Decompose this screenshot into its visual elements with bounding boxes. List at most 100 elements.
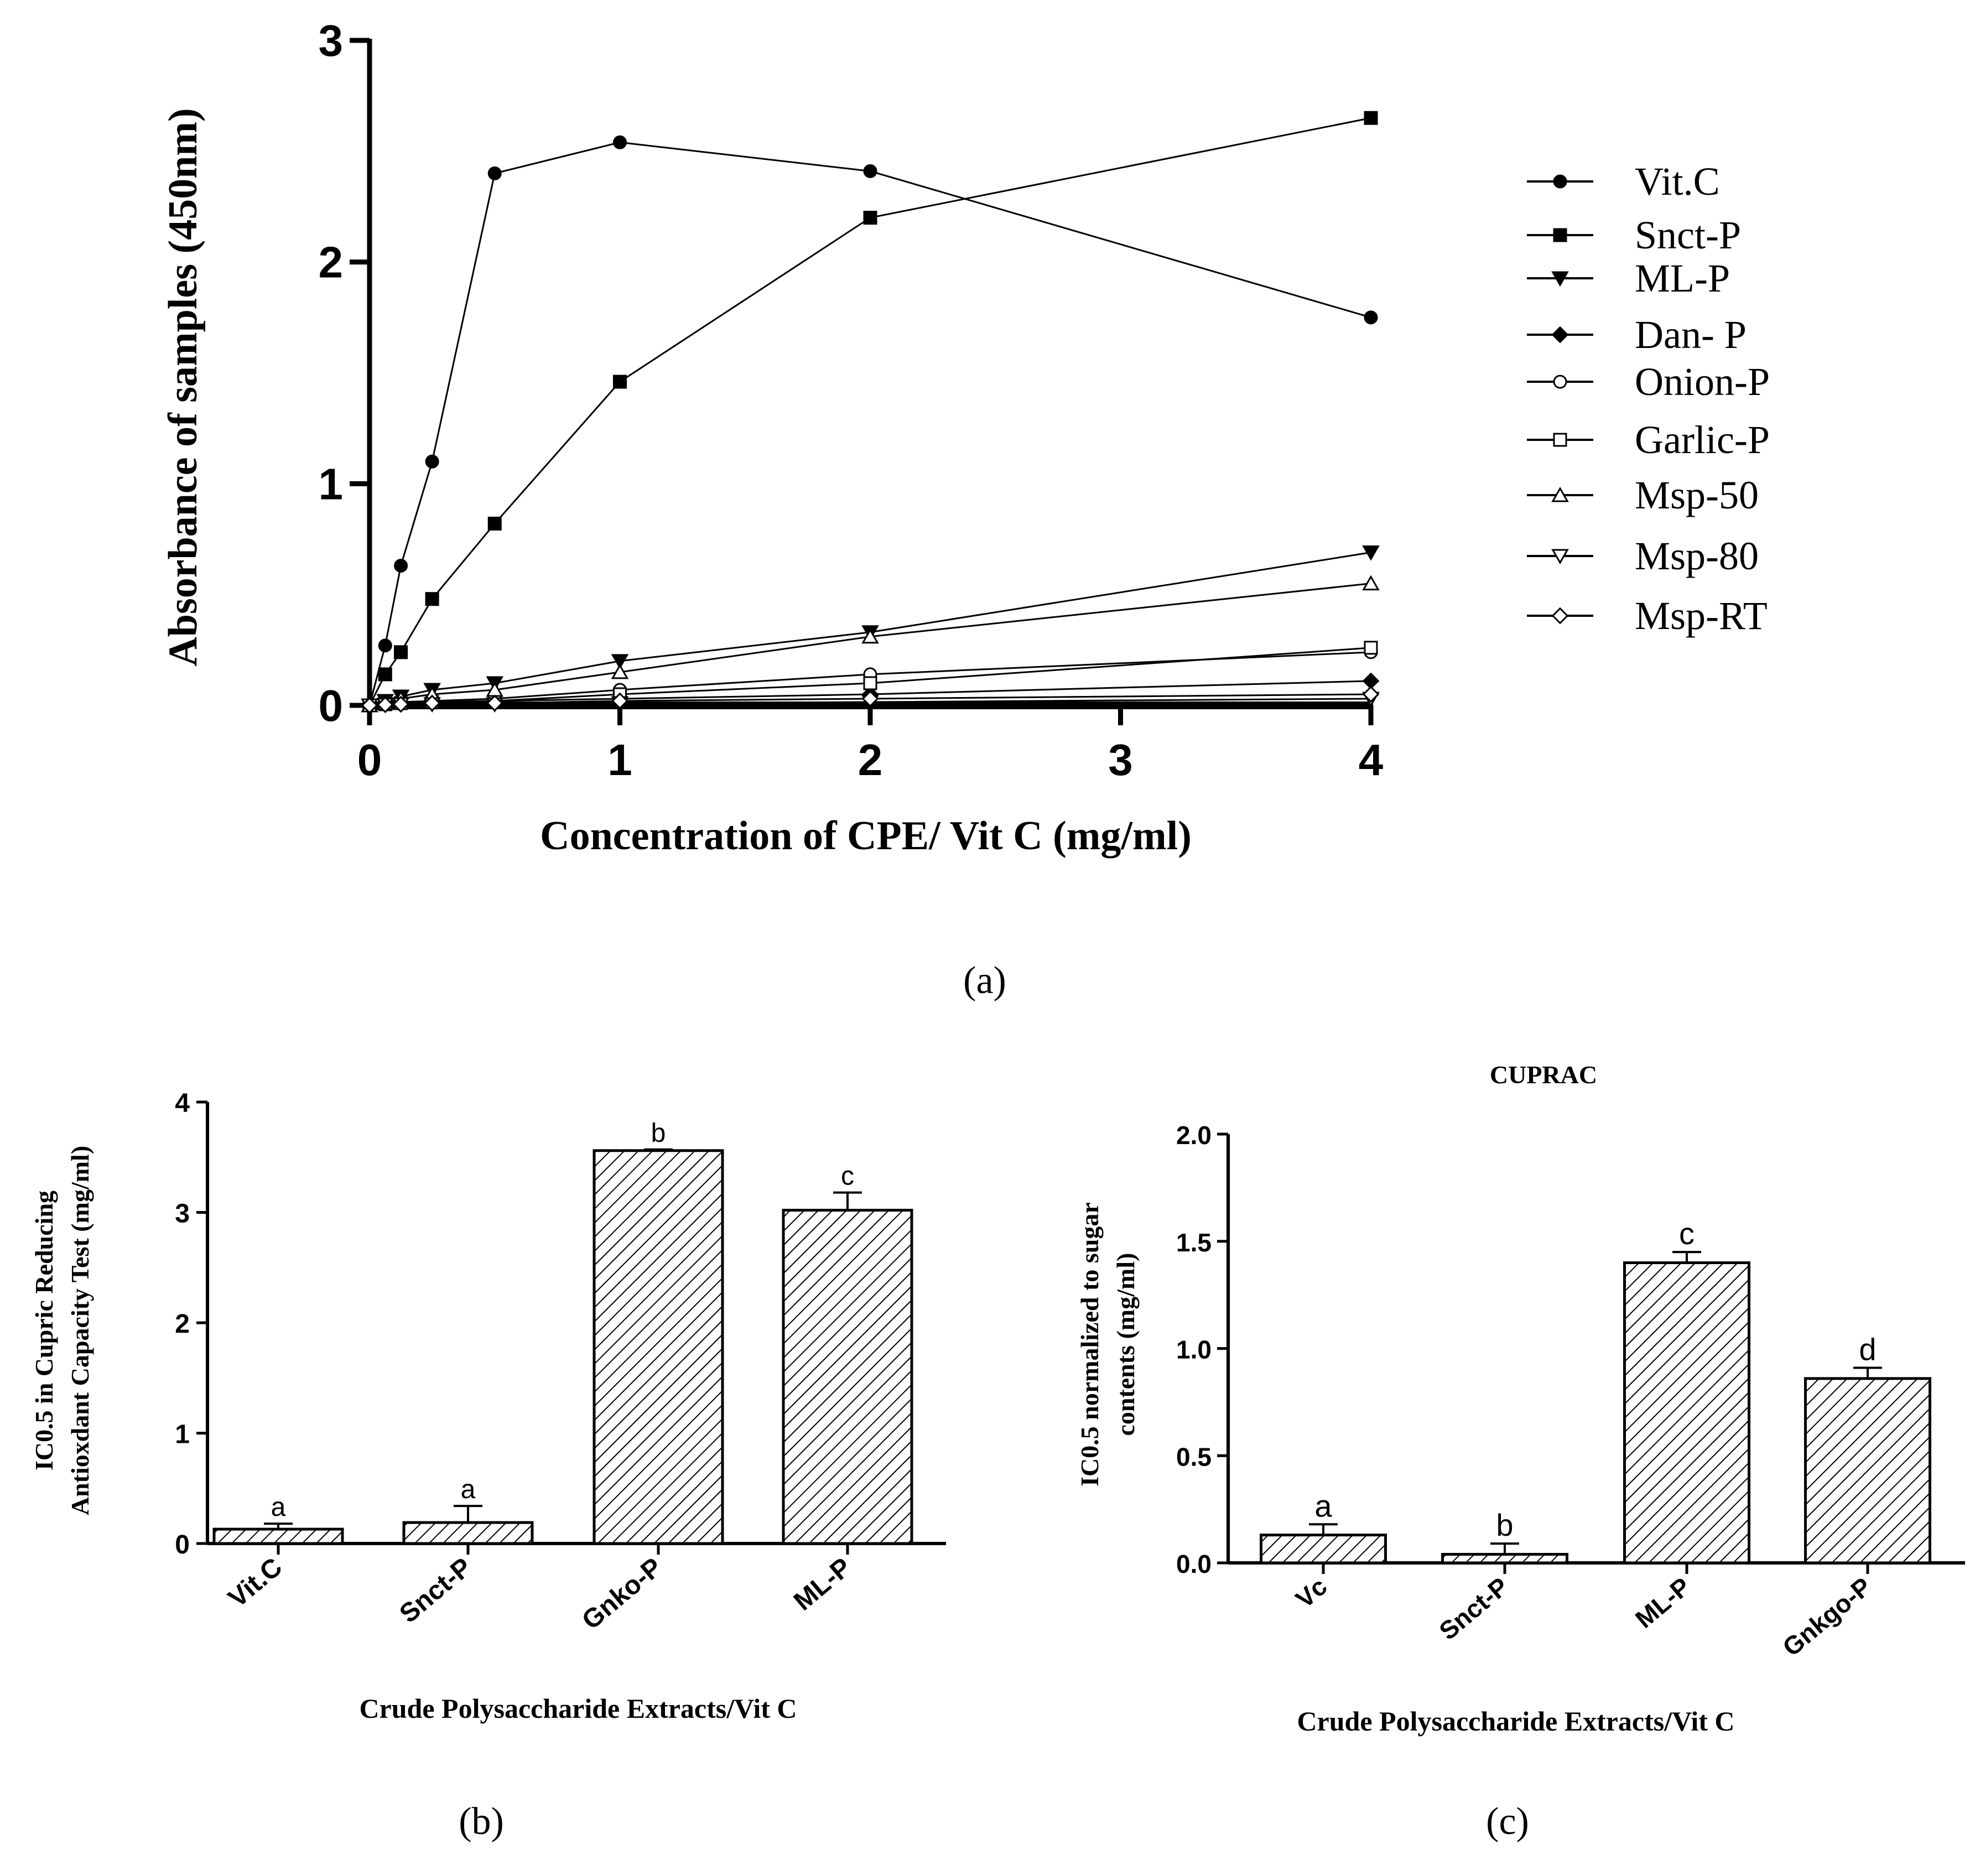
legend-label: Garlic-P	[1635, 418, 1770, 462]
panel-a-x-tick-label: 1	[607, 735, 632, 784]
panel-c-significance-letter: d	[1859, 1332, 1876, 1366]
panel-b-significance-letter: a	[461, 1475, 476, 1504]
panel-c-category-label: Gnkgo-P	[1777, 1572, 1877, 1662]
legend-label: Msp-50	[1635, 473, 1759, 517]
panel-b-bar	[212, 1527, 344, 1545]
panel-c-category-label: Vc	[1290, 1572, 1333, 1614]
legend-marker	[1551, 486, 1569, 502]
panel-b-label: (b)	[459, 1800, 504, 1843]
panel-a-y-axis-title: Absorbance of samples (450nm)	[160, 108, 206, 666]
legend-label: Vit.C	[1635, 159, 1720, 204]
panel-c-y-tick-label: 0.0	[1176, 1550, 1212, 1578]
panel-a-y-tick-label: 2	[319, 238, 344, 287]
legend-marker	[1551, 326, 1569, 344]
legend-marker	[1553, 174, 1567, 189]
panel-a-x-tick-label: 4	[1359, 735, 1384, 784]
data-point-vit.c	[613, 135, 627, 149]
data-point-snct-p	[378, 667, 392, 682]
legend-marker	[1553, 375, 1567, 389]
data-point-msp-rt	[376, 696, 394, 714]
panel-b-category-label: Snct-P	[394, 1552, 478, 1629]
legend-label: Onion-P	[1635, 360, 1770, 404]
panel-b-bar	[402, 1521, 534, 1545]
legend-marker	[1551, 271, 1569, 287]
panel-a-x-axis-title: Concentration of CPE/ Vit C (mg/ml)	[540, 813, 1192, 859]
panel-c-bar	[1804, 1377, 1931, 1565]
panel-b-significance-letter: b	[651, 1119, 666, 1148]
data-point-msp-50	[611, 663, 629, 679]
data-point-msp-rt	[423, 694, 441, 712]
panel-a-y-tick-label: 1	[319, 459, 344, 508]
data-point-snct-p	[394, 645, 408, 659]
legend-label: Dan- P	[1635, 313, 1747, 357]
panel-a-x-tick-label: 3	[1108, 735, 1133, 784]
panel-b-bar	[782, 1209, 913, 1545]
panel-c-bar	[1441, 1553, 1568, 1565]
panel-a-y-tick-label: 3	[319, 16, 344, 65]
series-line-snct-p	[368, 117, 1371, 706]
panel-b-y-tick-label: 0	[175, 1530, 190, 1560]
legend-marker	[1551, 607, 1569, 625]
panel-b-bar-chart: 0 1 2 3 4 a Vit.C a Snct-P b Gnko-P c ML-P Crude Pol…	[30, 1089, 946, 1843]
panel-b-category-label: Vit.C	[223, 1552, 288, 1613]
panel-c-bar-chart: CUPRAC 0.0 0.5 1.0 1.5 2.0 a Vc b Snct-P c ML-P d Gn…	[1075, 1061, 1965, 1843]
data-point-msp-rt	[1362, 685, 1380, 703]
panel-a-x-tick-label: 0	[357, 735, 382, 784]
panel-c-plot: 0.0 0.5 1.0 1.5 2.0 a Vc b Snct-P c ML-P d Gnkgo-P	[1176, 1121, 1965, 1662]
panel-a-y-tick-label: 0	[319, 681, 344, 730]
data-point-snct-p	[487, 516, 502, 531]
panel-c-title: CUPRAC	[1490, 1061, 1597, 1089]
legend-label: Msp-RT	[1635, 594, 1768, 638]
data-point-ml-p	[1362, 545, 1380, 561]
data-point-vit.c	[378, 638, 392, 653]
data-point-vit.c	[863, 164, 877, 178]
data-point-garlic-p	[863, 676, 877, 690]
panel-c-label: (c)	[1486, 1800, 1529, 1843]
data-point-msp-rt	[611, 692, 628, 710]
panel-b-y-tick-label: 2	[175, 1309, 190, 1339]
panel-c-category-label: Snct-P	[1433, 1572, 1514, 1645]
legend-marker	[1553, 228, 1567, 242]
panel-a-label: (a)	[963, 959, 1006, 1002]
panel-c-significance-letter: c	[1679, 1216, 1695, 1251]
data-point-vit.c	[1364, 310, 1378, 325]
panel-b-x-axis-title: Crude Polysaccharide Extracts/Vit C	[359, 1693, 797, 1724]
panel-c-y-tick-label: 1.5	[1176, 1228, 1212, 1257]
panel-c-x-axis-title: Crude Polysaccharide Extracts/Vit C	[1297, 1706, 1734, 1737]
panel-c-category-label: ML-P	[1630, 1572, 1696, 1634]
panel-b-plot: 0 1 2 3 4 a Vit.C a Snct-P b Gnko-P c ML-P	[175, 1089, 946, 1635]
data-point-snct-p	[613, 375, 627, 389]
panel-b-significance-letter: a	[271, 1493, 286, 1522]
data-point-msp-rt	[486, 694, 503, 712]
panel-c-y-tick-label: 2.0	[1176, 1121, 1212, 1150]
data-point-msp-rt	[392, 695, 409, 713]
panel-c-bar	[1623, 1261, 1750, 1565]
panel-a-series	[361, 111, 1380, 714]
panel-c-y-tick-label: 1.0	[1176, 1335, 1212, 1364]
data-point-msp-50	[861, 628, 879, 644]
data-point-msp-rt	[861, 690, 879, 708]
data-point-vit.c	[394, 559, 408, 573]
legend-marker	[1553, 433, 1567, 447]
data-point-vit.c	[487, 166, 502, 180]
legend-label: ML-P	[1635, 256, 1730, 300]
panel-c-y-tick-label: 0.5	[1176, 1442, 1212, 1471]
panel-c-y-axis-title-line-2: contents (mg/ml)	[1111, 1253, 1140, 1436]
data-point-snct-p	[863, 211, 877, 225]
data-point-snct-p	[425, 592, 439, 606]
data-point-msp-50	[1362, 575, 1380, 591]
legend-marker	[1551, 549, 1569, 565]
data-point-snct-p	[1364, 111, 1378, 125]
legend-label: Snct-P	[1635, 213, 1741, 257]
panel-a-line-chart: 0 1 2 3 0 1 2 3 4 Concentration of CPE/ Vit C (m…	[160, 16, 1770, 1002]
panel-b-bar	[592, 1149, 724, 1545]
data-point-msp-rt	[361, 697, 378, 714]
panel-c-significance-letter: b	[1496, 1508, 1513, 1542]
panel-b-y-axis-title-line-1: IC0.5 in Cupric Reducing	[30, 1191, 58, 1470]
panel-b-y-tick-label: 1	[175, 1420, 190, 1449]
panel-b-category-label: Gnko-P	[576, 1552, 668, 1635]
panel-b-y-tick-label: 3	[175, 1199, 190, 1229]
panel-b-category-label: ML-P	[788, 1552, 857, 1617]
